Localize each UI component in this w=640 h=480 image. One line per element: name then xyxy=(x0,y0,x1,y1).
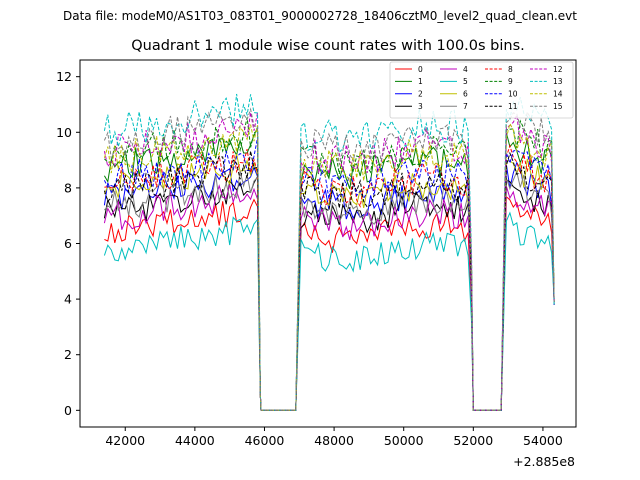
legend-label-2: 2 xyxy=(418,90,423,99)
x-tick-label: 52000 xyxy=(453,433,493,448)
legend-label-3: 3 xyxy=(418,102,423,111)
series-line-14 xyxy=(103,122,555,411)
legend-label-13: 13 xyxy=(553,77,563,86)
axes: 42000 44000 46000 48000 50000 52000 54000 0 2 4 6 8… xyxy=(56,59,577,448)
legend-label-14: 14 xyxy=(553,90,563,99)
y-tick-label: 4 xyxy=(64,292,72,307)
legend-label-4: 4 xyxy=(463,65,468,74)
y-tick-label: 12 xyxy=(56,69,72,84)
legend-label-6: 6 xyxy=(463,90,468,99)
legend-label-5: 5 xyxy=(463,77,468,86)
legend-label-7: 7 xyxy=(463,102,468,111)
legend-label-8: 8 xyxy=(508,65,513,74)
x-tick-label: 44000 xyxy=(175,433,215,448)
legend-label-0: 0 xyxy=(418,65,423,74)
x-tick-label: 46000 xyxy=(245,433,285,448)
series-line-13 xyxy=(103,93,555,411)
legend-label-15: 15 xyxy=(553,102,563,111)
chart-suptitle: Data file: modeM0/AS1T03_083T01_90000027… xyxy=(63,9,577,23)
y-tick-label: 6 xyxy=(64,236,72,251)
legend-label-10: 10 xyxy=(508,90,518,99)
y-tick-label: 0 xyxy=(64,403,72,418)
x-tick-label: 42000 xyxy=(105,433,145,448)
series-line-15 xyxy=(103,107,555,411)
x-offset-label: +2.885e8 xyxy=(513,454,575,469)
legend-label-1: 1 xyxy=(418,77,423,86)
y-tick-label: 2 xyxy=(64,347,72,362)
legend-label-9: 9 xyxy=(508,77,513,86)
legend-label-12: 12 xyxy=(553,65,563,74)
chart-title: Quadrant 1 module wise count rates with … xyxy=(131,38,525,54)
x-tick-label: 50000 xyxy=(384,433,424,448)
y-tick-label: 8 xyxy=(64,180,72,195)
plot-area xyxy=(103,93,555,411)
legend-box xyxy=(389,61,574,119)
x-tick-label: 48000 xyxy=(314,433,354,448)
y-tick-label: 10 xyxy=(56,125,72,140)
legend-label-11: 11 xyxy=(508,102,518,111)
x-tick-label: 54000 xyxy=(523,433,563,448)
